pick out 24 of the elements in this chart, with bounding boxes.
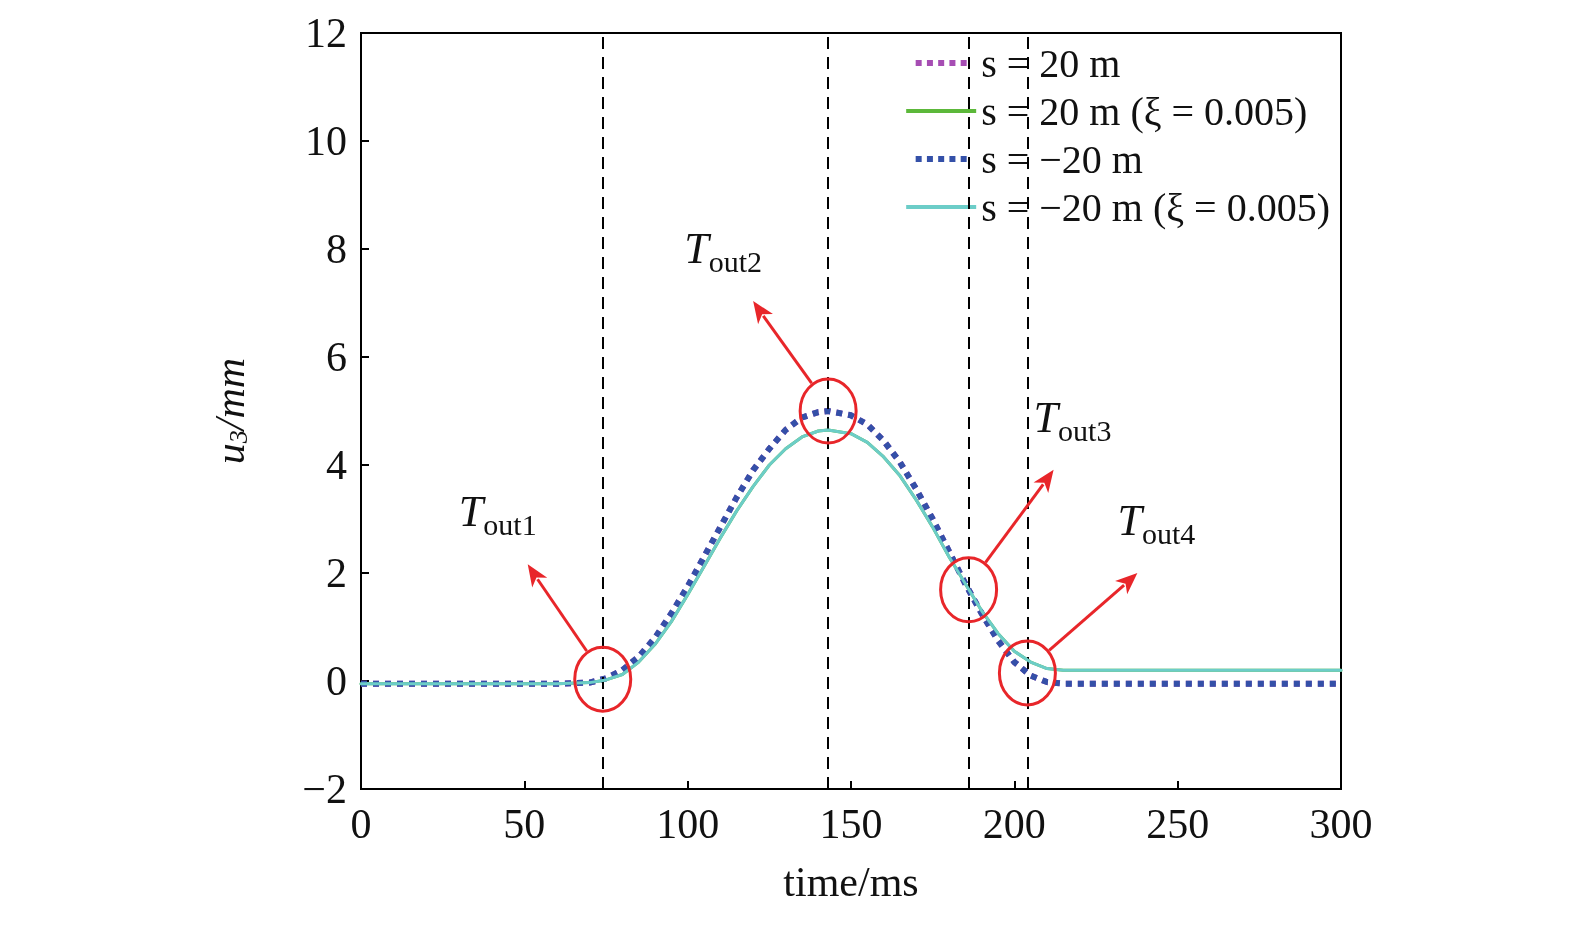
y-axis-title: u3/mm <box>207 357 253 465</box>
legend-label: s = 20 m (ξ = 0.005) <box>981 88 1308 134</box>
annotation: T$_{out3}$ <box>1033 392 1112 447</box>
x-tick-label: 50 <box>503 801 546 847</box>
legend-label: s = −20 m <box>981 136 1143 182</box>
y-tick-label: −2 <box>302 766 347 812</box>
annotation: T$_{out4}$ <box>1117 495 1196 550</box>
y-tick-label: 0 <box>326 658 347 704</box>
x-tick-label: 150 <box>819 801 883 847</box>
y-tick-label: 2 <box>326 550 347 596</box>
x-tick-label: 250 <box>1146 801 1210 847</box>
x-tick-label: 300 <box>1309 801 1373 847</box>
x-axis-title: time/ms <box>783 859 919 905</box>
x-tick-label: 100 <box>656 801 720 847</box>
y-tick-label: 8 <box>326 226 347 272</box>
y-tick-label: 10 <box>305 118 347 164</box>
x-tick-label: 200 <box>982 801 1046 847</box>
y-tick-label: 6 <box>326 334 347 380</box>
y-tick-label: 12 <box>305 10 347 56</box>
annotation: T$_{out1}$ <box>458 487 537 542</box>
annotation: T$_{out2}$ <box>684 224 763 278</box>
legend-label: s = 20 m <box>981 40 1121 86</box>
y-tick-label: 4 <box>326 442 347 488</box>
legend-label: s = −20 m (ξ = 0.005) <box>981 184 1330 230</box>
